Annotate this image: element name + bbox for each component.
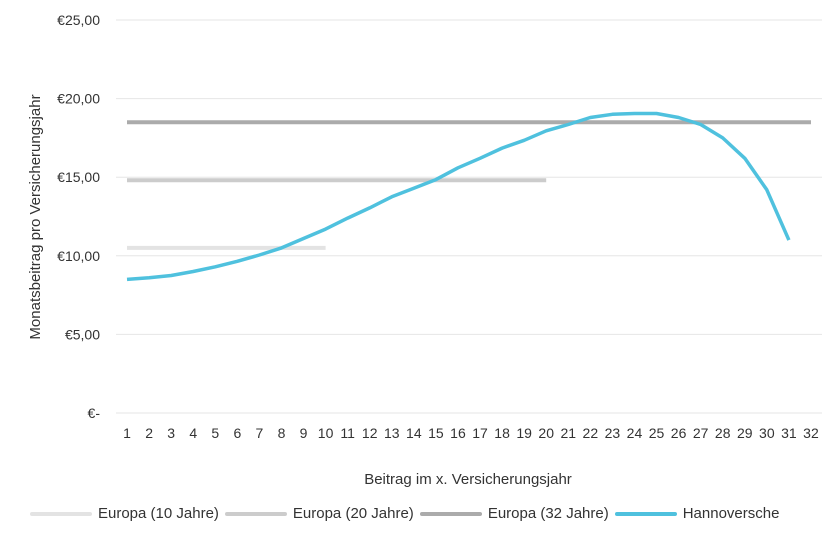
legend-swatch <box>614 511 677 516</box>
x-tick-label: 25 <box>649 425 665 441</box>
x-tick-label: 29 <box>737 425 753 441</box>
grid-lines <box>116 19 822 414</box>
x-tick-label: 10 <box>318 425 334 441</box>
legend-label: Europa (10 Jahre) <box>98 505 219 522</box>
y-axis-title: Monatsbeitrag pro Versicherungsjahr <box>27 94 44 339</box>
legend-item: Hannoversche <box>614 505 780 522</box>
x-tick-label: 5 <box>211 425 219 441</box>
y-tick-label: €20,00 <box>57 91 100 107</box>
series-line-hannoversche <box>126 111 791 282</box>
x-tick-label: 32 <box>803 425 819 441</box>
legend-label: Europa (20 Jahre) <box>292 505 414 522</box>
x-tick-label: 4 <box>189 425 197 441</box>
x-tick-label: 31 <box>781 425 797 441</box>
x-tick-label: 19 <box>516 425 532 441</box>
x-tick-label: 27 <box>693 425 709 441</box>
x-tick-label: 9 <box>300 425 308 441</box>
legend-item: Europa (10 Jahre) <box>30 505 219 522</box>
x-tick-label: 16 <box>450 425 466 441</box>
x-tick-label: 20 <box>538 425 554 441</box>
x-tick-label: 26 <box>671 425 687 441</box>
x-tick-label: 12 <box>362 425 378 441</box>
legend-swatch <box>224 511 287 516</box>
series-lines <box>126 111 811 282</box>
y-tick-labels: €- €5,00 €10,00 €15,00 €20,00 €25,00 <box>57 12 100 421</box>
x-tick-label: 14 <box>406 425 422 441</box>
x-tick-label: 15 <box>428 425 444 441</box>
legend-swatch <box>419 511 482 516</box>
x-tick-label: 11 <box>340 425 355 441</box>
x-tick-label: 7 <box>256 425 264 441</box>
x-tick-label: 6 <box>233 425 241 441</box>
x-tick-label: 3 <box>167 425 175 441</box>
y-tick-label: €15,00 <box>57 169 100 185</box>
legend: Europa (10 Jahre) Europa (20 Jahre) Europa… <box>30 505 785 522</box>
legend-swatch <box>30 511 92 516</box>
x-tick-label: 24 <box>627 425 643 441</box>
y-tick-label: €5,00 <box>65 326 100 342</box>
x-tick-label: 28 <box>715 425 731 441</box>
x-tick-label: 2 <box>145 425 153 441</box>
x-tick-label: 17 <box>472 425 488 441</box>
legend-item: Europa (20 Jahre) <box>224 505 414 522</box>
legend-item: Europa (32 Jahre) <box>419 505 609 522</box>
x-axis-title: Beitrag im x. Versicherungsjahr <box>364 471 572 488</box>
x-tick-label: 1 <box>123 425 131 441</box>
x-tick-label: 22 <box>583 425 599 441</box>
y-tick-label: €10,00 <box>57 248 100 264</box>
x-tick-label: 30 <box>759 425 775 441</box>
x-tick-labels: 1 2 3 4 5 6 7 8 9 10 11 12 13 14 15 16 17 18 19 20 21 22 23 24 2… <box>123 425 819 441</box>
x-tick-label: 13 <box>384 425 400 441</box>
x-tick-label: 8 <box>278 425 286 441</box>
x-tick-label: 23 <box>605 425 621 441</box>
y-tick-label: €- <box>88 405 101 421</box>
x-tick-label: 21 <box>560 425 576 441</box>
y-tick-label: €25,00 <box>57 12 100 28</box>
legend-label: Europa (32 Jahre) <box>487 505 609 522</box>
legend-label: Hannoversche <box>682 505 780 522</box>
x-tick-label: 18 <box>494 425 510 441</box>
